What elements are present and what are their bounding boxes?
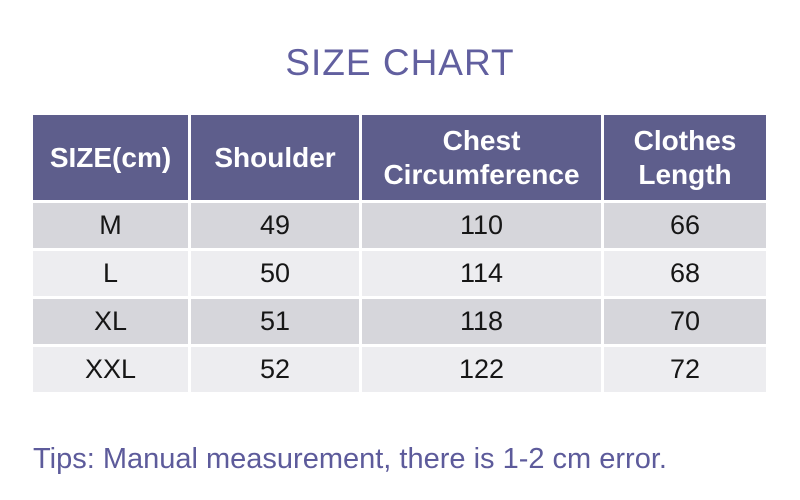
chest-cell: 114 xyxy=(359,248,604,299)
length-cell: 72 xyxy=(601,344,769,395)
shoulder-cell: 49 xyxy=(188,200,362,251)
length-cell: 66 xyxy=(601,200,769,251)
size-cell: L xyxy=(30,248,191,299)
size-cell: XL xyxy=(30,296,191,347)
size-cell: M xyxy=(30,200,191,251)
chest-cell: 118 xyxy=(359,296,604,347)
table-row-xl: XL 51 118 70 xyxy=(30,296,769,347)
size-cell: XXL xyxy=(30,344,191,395)
chest-cell: 110 xyxy=(359,200,604,251)
shoulder-cell: 50 xyxy=(188,248,362,299)
length-cell: 68 xyxy=(601,248,769,299)
header-cell-chest: Chest Circumference xyxy=(359,112,604,203)
table-header-row: SIZE(cm) Shoulder Chest Circumference Cl… xyxy=(30,112,769,203)
table-row-m: M 49 110 66 xyxy=(30,200,769,251)
tips-text: Tips: Manual measurement, there is 1-2 c… xyxy=(33,443,667,475)
header-cell-shoulder: Shoulder xyxy=(188,112,362,203)
page-title: SIZE CHART xyxy=(285,42,515,83)
header-cell-length: Clothes Length xyxy=(601,112,769,203)
shoulder-cell: 52 xyxy=(188,344,362,395)
table-row-xxl: XXL 52 122 72 xyxy=(30,344,769,395)
chest-cell: 122 xyxy=(359,344,604,395)
length-cell: 70 xyxy=(601,296,769,347)
size-table: SIZE(cm) Shoulder Chest Circumference Cl… xyxy=(30,112,769,395)
table-row-l: L 50 114 68 xyxy=(30,248,769,299)
header-cell-size: SIZE(cm) xyxy=(30,112,191,203)
shoulder-cell: 51 xyxy=(188,296,362,347)
